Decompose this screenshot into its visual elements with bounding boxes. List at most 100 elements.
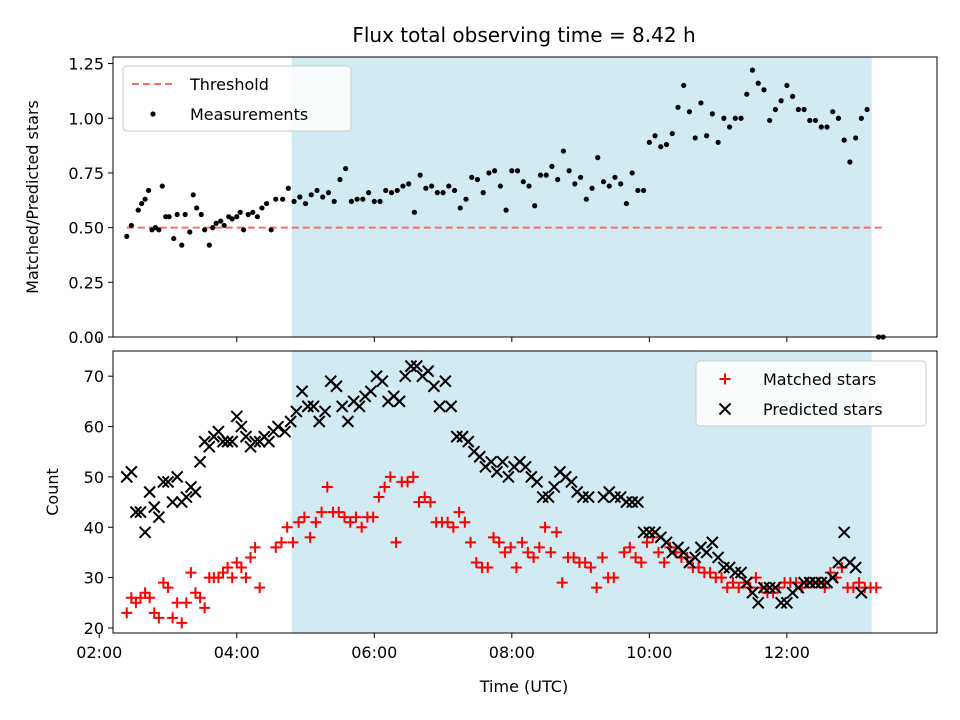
matched-star-point <box>510 562 522 574</box>
matched-star-point <box>293 516 305 528</box>
matched-star-point <box>641 536 653 548</box>
ratio-panel: 0.00 0.25 0.50 0.75 1.00 1.25 Matched/Predicte… <box>23 55 938 347</box>
measurement-point <box>202 227 208 233</box>
measurement-point <box>128 222 134 229</box>
predicted-star-point <box>152 510 166 524</box>
measurement-point <box>229 216 235 222</box>
predicted-star-point <box>157 475 170 489</box>
measurement-point <box>583 196 589 202</box>
matched-star-point <box>624 541 636 553</box>
matched-star-point <box>338 511 350 523</box>
measurement-point <box>726 124 733 130</box>
matched-star-point <box>870 582 882 594</box>
measurement-point <box>124 233 130 239</box>
predicted-star-point <box>138 526 152 539</box>
matched-star-point <box>402 476 414 488</box>
predicted-star-point <box>484 455 498 468</box>
matched-star-point <box>704 567 716 579</box>
ratio-axes-frame <box>112 56 938 338</box>
matched-star-point <box>367 511 379 523</box>
measurement-point <box>135 207 141 213</box>
predicted-star-point <box>433 400 446 413</box>
measurement-point <box>709 111 715 117</box>
measurement-point <box>566 168 572 174</box>
measurement-point <box>641 187 647 194</box>
measurement-point <box>139 200 145 207</box>
measurement-point <box>273 196 279 202</box>
measurement-point <box>354 196 360 202</box>
predicted-star-point <box>734 566 748 579</box>
measurement-point <box>744 91 750 97</box>
predicted-star-point <box>134 505 147 519</box>
predicted-star-point <box>262 435 276 448</box>
measurement-point <box>198 211 204 218</box>
measurement-point <box>213 220 219 226</box>
measurement-point <box>331 198 337 204</box>
ratio-observing-window <box>291 57 872 337</box>
legend-matched-label: Matched stars <box>763 370 876 389</box>
matched-star-point <box>556 577 568 589</box>
measurement-point <box>394 187 400 194</box>
matched-star-point <box>568 551 580 563</box>
ratio-legend: Threshold Measurements <box>122 65 352 132</box>
measurement-point <box>721 115 727 121</box>
matched-star-point <box>171 597 183 609</box>
predicted-star-point <box>774 596 788 609</box>
predicted-star-point <box>826 571 839 584</box>
ratio-y-tick-label: 0.50 <box>68 219 104 238</box>
matched-star-point <box>447 521 459 533</box>
measurement-point <box>320 194 326 200</box>
predicted-star-point <box>757 581 771 594</box>
predicted-star-point <box>278 425 292 438</box>
predicted-star-point <box>740 576 753 589</box>
measurement-point <box>463 196 469 202</box>
legend-measurements-swatch <box>150 111 156 117</box>
matched-star-point <box>635 557 647 568</box>
predicted-star-point <box>809 576 822 589</box>
matched-star-point <box>310 516 322 528</box>
predicted-star-point <box>335 400 349 413</box>
predicted-star-point <box>700 546 713 559</box>
predicted-star-point <box>530 475 544 489</box>
predicted-star-point <box>376 375 389 388</box>
matched-star-point <box>585 562 597 574</box>
measurement-point <box>234 214 240 220</box>
predicted-star-point <box>301 400 315 413</box>
measurement-point <box>492 168 498 174</box>
count-x-tick-label: 02:00 <box>76 643 122 662</box>
measurement-point <box>434 190 440 196</box>
measurement-point <box>210 225 216 231</box>
matched-star-point <box>350 511 362 523</box>
measurement-point <box>830 109 836 115</box>
count-y-tick-label: 50 <box>84 468 104 487</box>
predicted-star-point <box>235 420 248 433</box>
matched-star-point <box>465 536 477 548</box>
predicted-star-point <box>364 385 378 398</box>
matched-star-point <box>470 557 482 568</box>
predicted-star-point <box>193 455 207 468</box>
measurement-point <box>411 209 418 215</box>
measurement-point <box>263 200 270 207</box>
matched-star-point <box>235 562 247 574</box>
predicted-star-point <box>608 490 622 504</box>
predicted-star-point <box>832 556 845 569</box>
measurement-point <box>572 181 578 187</box>
matched-star-point <box>487 531 499 543</box>
predicted-star-point <box>548 480 561 494</box>
matched-star-point <box>407 471 419 483</box>
predicted-star-point <box>216 435 230 448</box>
matched-star-point <box>185 567 197 579</box>
matched-star-point <box>545 546 557 558</box>
predicted-star-point <box>341 415 355 428</box>
predicted-star-point <box>180 490 193 504</box>
ratio-y-axis-label: Matched/Predicted stars <box>23 100 42 294</box>
predicted-star-point <box>404 359 418 373</box>
predicted-star-point <box>519 460 532 474</box>
chart-title: Flux total observing time = 8.42 h <box>352 23 695 47</box>
predicted-star-point <box>565 475 578 489</box>
measurement-point <box>179 242 185 248</box>
measurement-point <box>606 183 612 189</box>
measurement-point <box>543 172 549 178</box>
measurement-point <box>560 148 566 154</box>
predicted-star-point <box>473 450 486 463</box>
